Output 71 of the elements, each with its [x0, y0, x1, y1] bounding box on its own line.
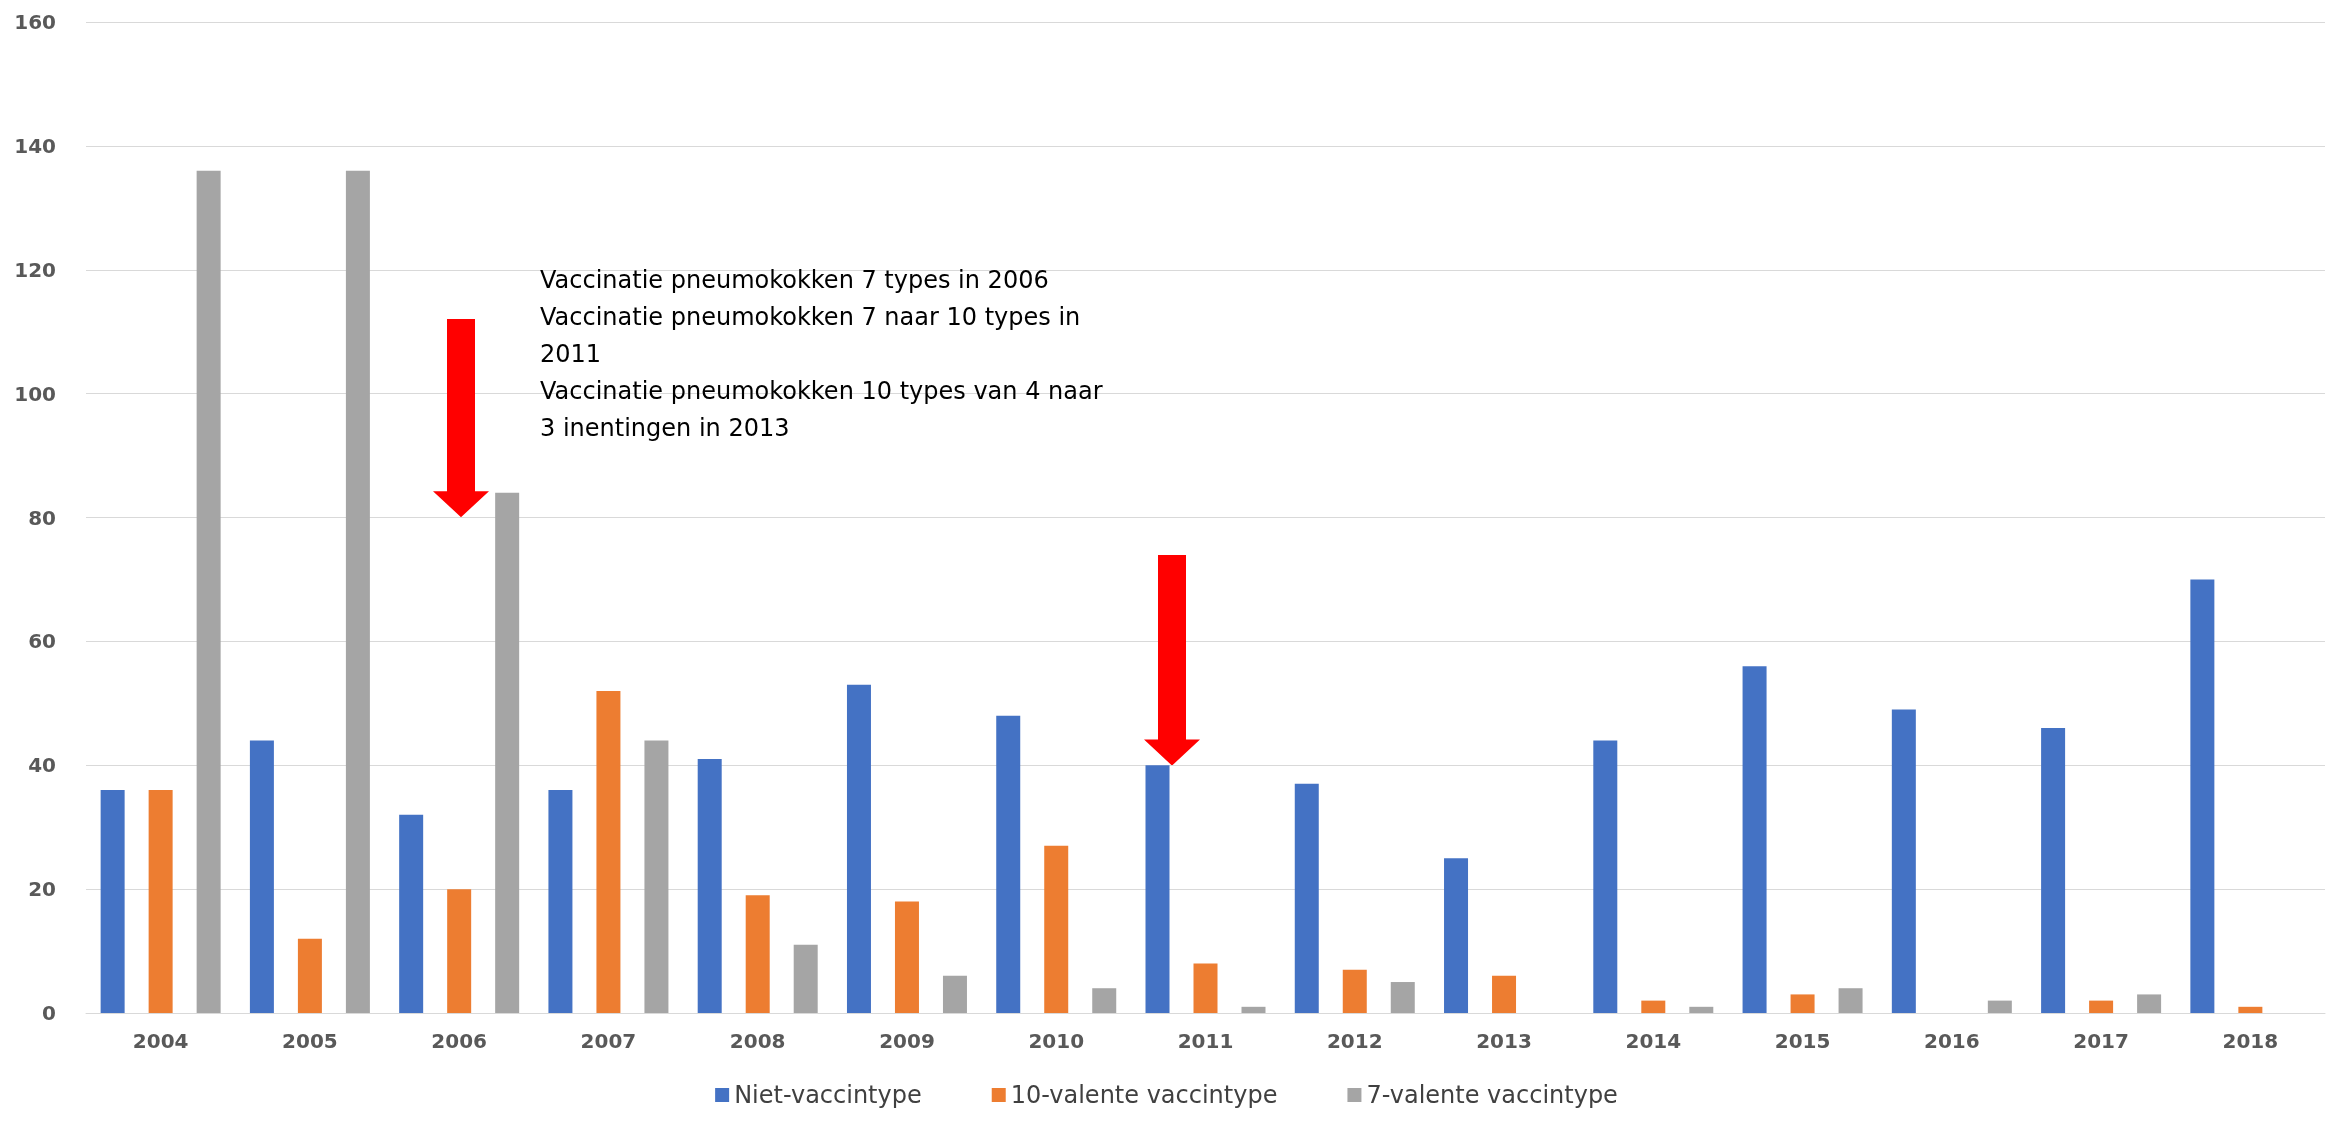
- x-tick-label: 2013: [1476, 1029, 1532, 1053]
- y-tick-label: 140: [14, 133, 56, 158]
- x-tick-label: 2015: [1774, 1029, 1831, 1053]
- y-tick-label: 80: [28, 505, 56, 530]
- x-tick-label: 2018: [2222, 1029, 2279, 1053]
- bar: [345, 170, 370, 1013]
- bar: [1193, 963, 1218, 1013]
- bar: [2041, 728, 2066, 1013]
- x-tick-label: 2004: [132, 1029, 189, 1053]
- bar: [1241, 1006, 1266, 1013]
- y-tick-label: 40: [28, 753, 56, 778]
- bar: [596, 690, 621, 1013]
- bar: [1838, 988, 1863, 1013]
- bar: [1641, 1000, 1666, 1013]
- bar: [548, 790, 573, 1013]
- bar: [249, 740, 274, 1013]
- x-tick-label: 2007: [580, 1029, 637, 1053]
- bar: [495, 492, 520, 1013]
- bar: [1342, 969, 1367, 1013]
- annotation: Vaccinatie pneumokokken 7 naar 10 types in 2011: [540, 302, 1082, 370]
- bar: [2137, 994, 2162, 1013]
- bar: [1294, 783, 1319, 1013]
- y-tick-label: 60: [28, 629, 56, 654]
- bar: [447, 889, 472, 1013]
- x-tick-label: 2011: [1177, 1029, 1234, 1053]
- legend-label: Niet-vaccintype: [734, 1081, 922, 1109]
- bar: [697, 759, 722, 1013]
- annotation: Vaccinatie pneumokokken 10 types van 4 naar 3 inentingen in 2013: [540, 376, 1104, 444]
- y-tick-label: 120: [14, 257, 56, 282]
- bar: [1987, 1000, 2012, 1013]
- x-tick-label: 2017: [2073, 1029, 2129, 1053]
- x-tick-label: 2014: [1625, 1029, 1682, 1053]
- bar: [942, 975, 967, 1013]
- bar: [2089, 1000, 2114, 1013]
- x-tick-label: 2012: [1326, 1029, 1383, 1053]
- y-tick-label: 20: [28, 877, 56, 902]
- x-tick-label: 2005: [282, 1029, 338, 1053]
- legend-label: 7-valente vaccintype: [1366, 1081, 1618, 1109]
- bar: [100, 790, 125, 1013]
- bar: [297, 938, 322, 1013]
- bar: [1689, 1006, 1714, 1013]
- bar: [793, 944, 818, 1013]
- x-tick-label: 2006: [431, 1029, 487, 1053]
- bar: [1092, 988, 1117, 1013]
- bar: [745, 895, 770, 1013]
- bar: [894, 901, 919, 1013]
- y-tick-label: 0: [42, 1001, 56, 1025]
- bar: [1492, 975, 1517, 1013]
- legend-label: 10-valente vaccintype: [1010, 1081, 1278, 1109]
- bar: [2190, 579, 2215, 1013]
- bar: [196, 170, 221, 1013]
- y-tick-label: 100: [14, 381, 56, 406]
- bar: [1742, 666, 1767, 1013]
- bar: [1790, 994, 1815, 1013]
- annotation: Vaccinatie pneumokokken 7 types in 2006: [540, 265, 1050, 296]
- bar: [644, 740, 669, 1013]
- bar: [399, 814, 424, 1013]
- x-tick-label: 2008: [729, 1029, 786, 1053]
- bar: [148, 790, 173, 1013]
- y-tick-label: 160: [14, 10, 56, 34]
- bar: [1593, 740, 1618, 1013]
- bar: [1390, 982, 1415, 1013]
- x-tick-label: 2010: [1028, 1029, 1085, 1053]
- bar: [2238, 1006, 2263, 1013]
- bar: [996, 715, 1021, 1013]
- bar: [1891, 709, 1916, 1013]
- bar: [1444, 858, 1469, 1013]
- bar: [846, 684, 871, 1013]
- x-tick-label: 2016: [1924, 1029, 1980, 1053]
- x-tick-label: 2009: [879, 1029, 935, 1053]
- bar: [1044, 845, 1069, 1013]
